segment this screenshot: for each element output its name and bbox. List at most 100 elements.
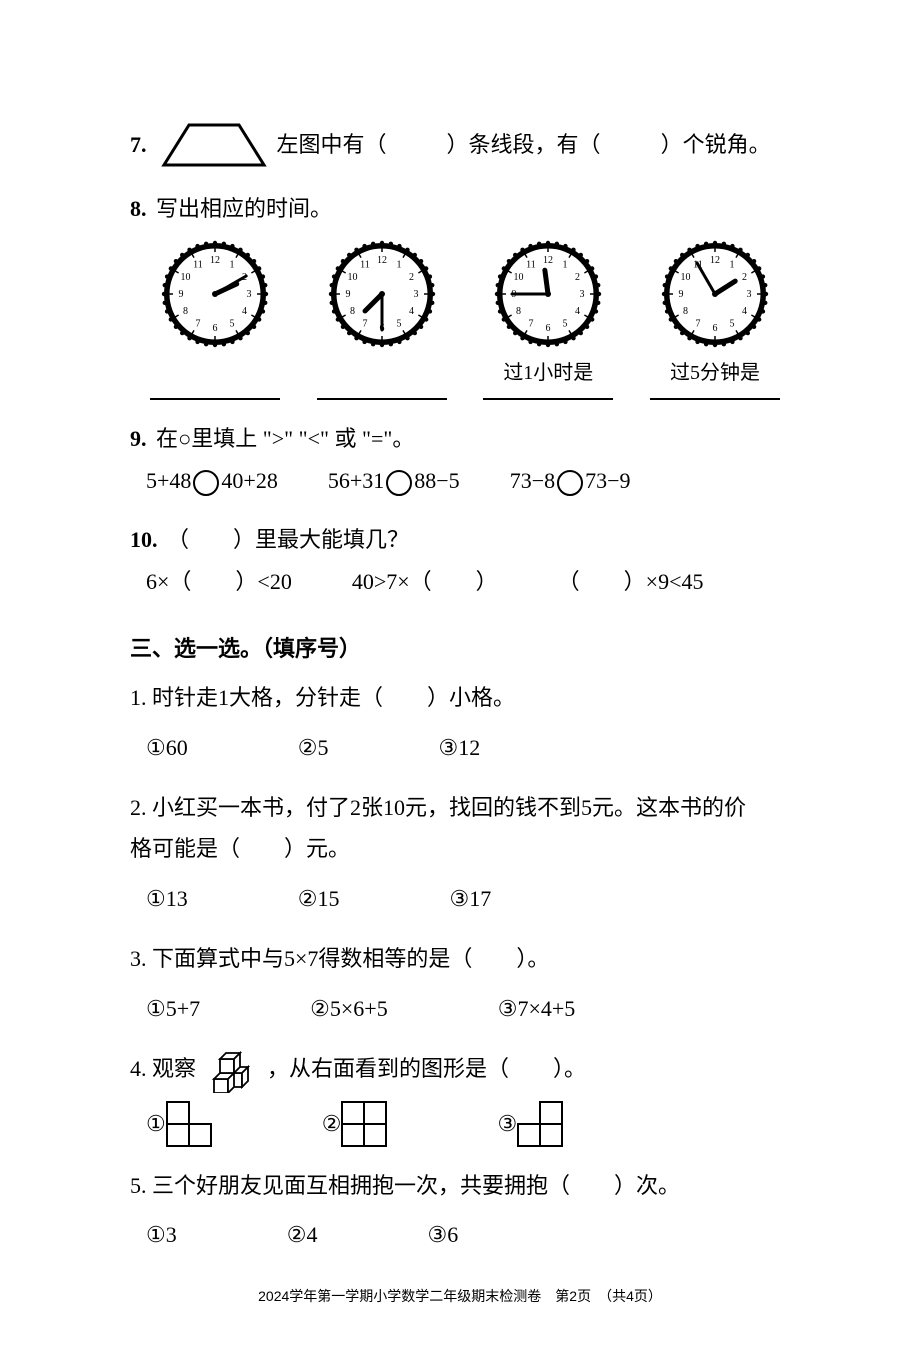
svg-text:12: 12 — [543, 255, 553, 266]
s3-q5: 5. 三个好朋友见面互相拥抱一次，共要拥抱（ ）次。 ①3 ②4 ③6 — [130, 1165, 790, 1257]
svg-text:5: 5 — [729, 318, 734, 329]
svg-text:6: 6 — [546, 323, 551, 334]
q10-number: 10. — [130, 527, 158, 552]
s3q1-text: 1. 时针走1大格，分针走（ ）小格。 — [130, 685, 515, 710]
q7-text-c: ）个锐角。 — [661, 124, 771, 166]
clock-4: 123456789101112过5分钟是 — [640, 240, 790, 400]
clock-2: 123456789101112 — [307, 240, 457, 400]
s3q4-opts: ①②③ — [146, 1101, 790, 1147]
option-3: ③12 — [438, 727, 480, 769]
option-label: ③ — [449, 878, 469, 920]
svg-text:3: 3 — [580, 289, 585, 300]
option-text: 6 — [447, 1214, 458, 1256]
svg-text:6: 6 — [712, 323, 717, 334]
option-text: 5×6+5 — [330, 988, 388, 1030]
question-8: 8. 写出相应的时间。 1234567891011121234567891011… — [130, 188, 790, 400]
svg-text:6: 6 — [213, 323, 218, 334]
option-label: ③ — [427, 1214, 447, 1256]
circle-blank — [557, 470, 583, 496]
answer-blank — [483, 398, 613, 400]
s3q5-text: 5. 三个好朋友见面互相拥抱一次，共要拥抱（ ）次。 — [130, 1173, 680, 1198]
q10-items: 6×（ ）<20 40>7×（ ） （ ）×9<45 — [146, 561, 790, 603]
option-label: ③ — [498, 988, 518, 1030]
svg-text:12: 12 — [710, 255, 720, 266]
option-3: ③17 — [449, 878, 491, 920]
q9-number: 9. — [130, 426, 147, 451]
option-text: 13 — [166, 878, 188, 920]
answer-blank — [150, 398, 280, 400]
option-text: 5 — [317, 727, 328, 769]
q7-blank-1 — [395, 124, 439, 166]
s3q1-opts: ①60 ②5 ③12 — [146, 727, 790, 769]
svg-text:8: 8 — [683, 306, 688, 317]
svg-text:9: 9 — [678, 289, 683, 300]
q10-text: （ ）里最大能填几？ — [167, 527, 409, 552]
option-text: 15 — [317, 878, 339, 920]
svg-text:1: 1 — [729, 259, 734, 270]
svg-text:7: 7 — [695, 318, 700, 329]
option-2: ②5 — [298, 727, 329, 769]
svg-text:4: 4 — [575, 306, 580, 317]
svg-text:8: 8 — [183, 306, 188, 317]
option-label: ③ — [438, 727, 458, 769]
section-3-title: 三、选一选。（填序号） — [130, 631, 790, 663]
svg-text:11: 11 — [360, 259, 370, 270]
option-label: ② — [298, 727, 318, 769]
cubes-icon — [208, 1049, 256, 1093]
option-label: ② — [287, 1214, 307, 1256]
option-text: 3 — [166, 1214, 177, 1256]
svg-text:10: 10 — [681, 272, 691, 283]
option-text: 60 — [166, 727, 188, 769]
svg-text:3: 3 — [413, 289, 418, 300]
option-text: 7×4+5 — [517, 988, 575, 1030]
option-text: 4 — [306, 1214, 317, 1256]
svg-text:9: 9 — [179, 289, 184, 300]
s3-q2: 2. 小红买一本书，付了2张10元，找回的钱不到5元。这本书的价 格可能是（ ）… — [130, 787, 790, 920]
q7-number: 7. — [130, 124, 147, 166]
trapezoid-icon — [159, 120, 269, 170]
svg-text:12: 12 — [377, 255, 387, 266]
q9-text: 在○里填上 ">" "<" 或 "="。 — [156, 426, 414, 451]
option-2: ②15 — [298, 878, 340, 920]
option-text: 12 — [458, 727, 480, 769]
svg-text:1: 1 — [230, 259, 235, 270]
s3q2-text-b: 格可能是（ ）元。 — [130, 836, 350, 861]
s3q5-opts: ①3 ②4 ③6 — [146, 1214, 790, 1256]
fill-item: 40>7×（ ） — [352, 561, 498, 603]
option-text: 17 — [469, 878, 491, 920]
svg-text:9: 9 — [345, 289, 350, 300]
answer-blank — [650, 398, 780, 400]
svg-text:10: 10 — [181, 272, 191, 283]
q7-blank-2 — [609, 124, 653, 166]
s3-q3: 3. 下面算式中与5×7得数相等的是（ ）。 ①5+7②5×6+5③7×4+5 — [130, 938, 790, 1030]
fill-item: 6×（ ）<20 — [146, 561, 292, 603]
svg-text:5: 5 — [563, 318, 568, 329]
circle-blank — [193, 470, 219, 496]
q8-text: 写出相应的时间。 — [156, 196, 332, 221]
option-2: ②5×6+5 — [310, 988, 388, 1030]
option-label: ① — [146, 1214, 166, 1256]
shape-option-2: ② — [322, 1101, 388, 1147]
svg-text:4: 4 — [242, 306, 247, 317]
svg-text:10: 10 — [347, 272, 357, 283]
fill-item: （ ）×9<45 — [558, 561, 704, 603]
question-7: 7. 左图中有（ ）条线段，有（ ）个锐角。 — [130, 120, 790, 170]
svg-text:11: 11 — [193, 259, 203, 270]
compare-item: 56+3188−5 — [328, 460, 460, 502]
svg-text:4: 4 — [742, 306, 747, 317]
svg-text:5: 5 — [230, 318, 235, 329]
option-label: ③ — [497, 1103, 517, 1145]
svg-text:8: 8 — [350, 306, 355, 317]
option-1: ①5+7 — [146, 988, 200, 1030]
option-1: ①13 — [146, 878, 188, 920]
page-footer: 2024学年第一学期小学数学二年级期末检测卷 第2页 （共4页） — [130, 1286, 790, 1306]
svg-text:2: 2 — [409, 272, 414, 283]
option-1: ①60 — [146, 727, 188, 769]
clock-caption: 过1小时是 — [503, 354, 593, 378]
s3-q4: 4. 观察 ，从右面看到 — [130, 1048, 790, 1147]
grid-shape-icon — [166, 1101, 212, 1147]
svg-text:11: 11 — [526, 259, 536, 270]
compare-item: 5+4840+28 — [146, 460, 278, 502]
s3q3-opts: ①5+7 ②5×6+5 ③7×4+5 — [146, 988, 790, 1030]
s3-q1: 1. 时针走1大格，分针走（ ）小格。 ①60 ②5 ③12 — [130, 677, 790, 769]
